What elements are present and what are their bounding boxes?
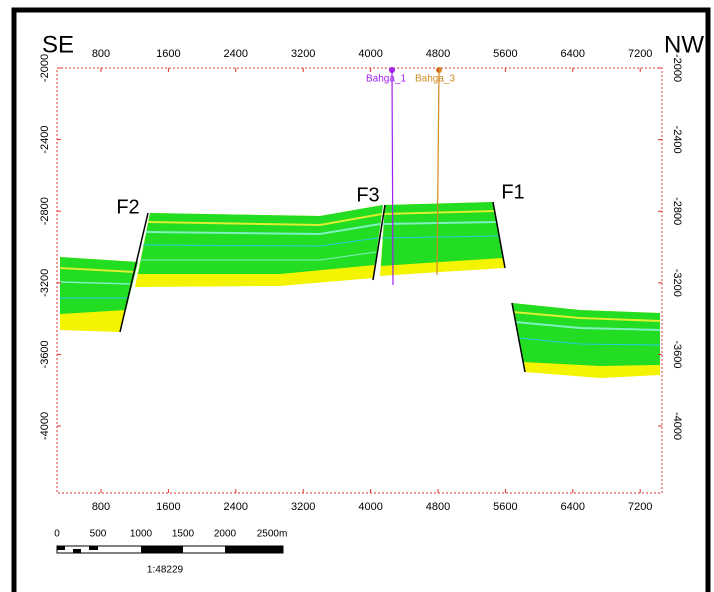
x-tick-label: 7200 — [628, 48, 652, 60]
x-tick-label: 6400 — [561, 48, 585, 60]
scale-label: 2500m — [257, 529, 288, 540]
x-tick-label: 800 — [92, 48, 110, 60]
x-tick-label: 4800 — [426, 501, 450, 513]
x-tick-label: 2400 — [224, 48, 248, 60]
scale-label: 0 — [54, 529, 60, 540]
y-tick-label: -2800 — [671, 197, 683, 225]
block-4 — [512, 303, 660, 378]
x-tick-label: 6400 — [561, 501, 585, 513]
scale-label: 1500 — [172, 529, 195, 540]
x-tick-label: 2400 — [224, 501, 248, 513]
scale-label: 2000 — [214, 529, 237, 540]
x-tick-label: 1600 — [156, 48, 180, 60]
y-tick-label: -2000 — [39, 54, 51, 82]
scale-segment — [73, 549, 81, 553]
block-1 — [60, 257, 138, 332]
y-tick-label: -4000 — [39, 412, 51, 440]
x-tick-label: 4800 — [426, 48, 450, 60]
fault-label: F1 — [501, 181, 524, 203]
cross-section: SE NW F2 F3 F1 Bahga_ — [0, 0, 714, 592]
x-tick-label: 3200 — [291, 48, 315, 60]
x-tick-label: 4000 — [358, 48, 382, 60]
well-head — [436, 67, 442, 73]
x-tick-label: 5600 — [493, 48, 517, 60]
x-tick-label: 5600 — [493, 501, 517, 513]
scale-label: 500 — [90, 529, 107, 540]
well-head — [389, 67, 395, 73]
green-layer — [512, 303, 660, 366]
x-tick-label: 800 — [92, 501, 110, 513]
y-tick-label: -3600 — [39, 340, 51, 368]
y-tick-label: -2800 — [39, 197, 51, 225]
y-tick-label: -3200 — [671, 269, 683, 297]
block-2 — [135, 205, 383, 287]
well-label: Bahga_1 — [366, 74, 406, 85]
fault-label: F2 — [116, 196, 139, 218]
x-tick-label: 4000 — [358, 501, 382, 513]
scale-segment — [141, 546, 183, 553]
scale-bar: 0 500 1000 1500 2000 2500m 1:48229 — [54, 529, 287, 576]
scale-label: 1000 — [130, 529, 153, 540]
x-tick-label: 7200 — [628, 501, 652, 513]
scale-segment — [225, 546, 283, 553]
scale-segment — [57, 546, 65, 550]
y-tick-label: -4000 — [671, 412, 683, 440]
y-tick-label: -3200 — [39, 269, 51, 297]
fault-label: F3 — [356, 184, 379, 206]
x-tick-label: 3200 — [291, 501, 315, 513]
scale-segment — [89, 546, 98, 550]
block-3 — [380, 202, 505, 276]
y-tick-label: -3600 — [671, 340, 683, 368]
y-tick-label: -2400 — [39, 126, 51, 154]
y-tick-label: -2000 — [671, 54, 683, 82]
y-tick-label: -2400 — [671, 126, 683, 154]
well-label: Bahga_3 — [415, 74, 455, 85]
scale-ratio: 1:48229 — [147, 565, 184, 576]
green-layer — [138, 205, 383, 274]
x-tick-label: 1600 — [156, 501, 180, 513]
page: SE NW F2 F3 F1 Bahga_ — [0, 0, 714, 592]
right-direction: NW — [664, 31, 704, 58]
